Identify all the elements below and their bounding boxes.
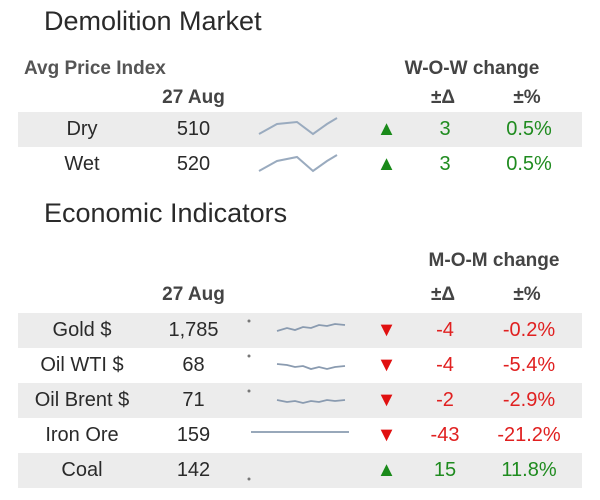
row-label: Wet (64, 153, 100, 175)
economic-date-header: 27 Aug (162, 284, 225, 305)
row-delta: -4 (436, 354, 454, 376)
row-label: Coal (18, 453, 146, 488)
row-value: 510 (146, 112, 241, 147)
row-value: 159 (176, 424, 211, 446)
zigzag-sparkline-icon (241, 147, 359, 182)
table-row: Gold $ 1,785 ▼ -4 -0.2% (18, 313, 582, 348)
down-arrow-icon: ▼ (359, 313, 414, 348)
table-row: Oil Brent $ 71 ▼ -2 -2.9% (18, 383, 582, 418)
row-pct: 0.5% (476, 112, 582, 147)
demolition-title: Demolition Market (44, 6, 262, 36)
row-delta: -43 (430, 424, 460, 446)
economic-delta-header: ±Δ (430, 284, 456, 305)
row-label: Dry (18, 112, 146, 147)
demolition-table: Dry 510 ▲ 3 0.5% Wet 520 ▲ 3 0.5% (18, 112, 582, 182)
row-label: Iron Ore (45, 424, 119, 446)
demolition-delta-header: ±Δ (430, 87, 456, 108)
avg-price-index-label: Avg Price Index (24, 58, 166, 79)
economic-table: Gold $ 1,785 ▼ -4 -0.2% Oil WTI $ 68 ▼ -… (18, 313, 582, 488)
row-delta: -2 (414, 383, 476, 418)
wow-change-header: W-O-W change (404, 58, 540, 79)
row-pct: 0.5% (506, 153, 552, 175)
row-value: 71 (146, 383, 241, 418)
down-arrow-icon: ▼ (359, 383, 414, 418)
flat-sparkline-icon (241, 418, 359, 453)
row-delta: 3 (414, 112, 476, 147)
row-pct: 11.8% (476, 453, 582, 488)
row-pct: -21.2% (497, 424, 561, 446)
table-row: Wet 520 ▲ 3 0.5% (18, 147, 582, 182)
row-delta: -4 (414, 313, 476, 348)
up-arrow-icon: ▲ (359, 453, 414, 488)
row-value: 520 (176, 153, 211, 175)
row-delta: 15 (414, 453, 476, 488)
down-arrow-icon: ▼ (376, 354, 397, 376)
wavy-sparkline-icon (241, 383, 359, 418)
wavy-sparkline-icon (241, 313, 359, 348)
row-value: 142 (146, 453, 241, 488)
economic-pct-header: ±% (513, 284, 541, 305)
down-arrow-icon: ▼ (376, 424, 397, 446)
row-label: Oil Brent $ (18, 383, 146, 418)
demolition-date-header: 27 Aug (162, 87, 225, 108)
table-row: Coal 142 ▲ 15 11.8% (18, 453, 582, 488)
demolition-pct-header: ±% (513, 87, 541, 108)
up-arrow-icon: ▲ (359, 112, 414, 147)
row-pct: -2.9% (476, 383, 582, 418)
table-row: Dry 510 ▲ 3 0.5% (18, 112, 582, 147)
table-row: Oil WTI $ 68 ▼ -4 -5.4% (18, 348, 582, 383)
row-value: 1,785 (146, 313, 241, 348)
row-pct: -5.4% (502, 354, 556, 376)
table-row: Iron Ore 159 ▼ -43 -21.2% (18, 418, 582, 453)
wavy-sparkline-icon (241, 348, 359, 383)
row-label: Oil WTI $ (40, 354, 124, 376)
up-arrow-icon: ▲ (376, 153, 397, 175)
economic-title: Economic Indicators (44, 198, 288, 228)
mom-change-header: M-O-M change (428, 250, 560, 271)
row-pct: -0.2% (476, 313, 582, 348)
row-label: Gold $ (18, 313, 146, 348)
zigzag-sparkline-icon (241, 112, 359, 147)
dot-sparkline-icon (241, 453, 359, 488)
row-delta: 3 (439, 153, 451, 175)
row-value: 68 (182, 354, 205, 376)
